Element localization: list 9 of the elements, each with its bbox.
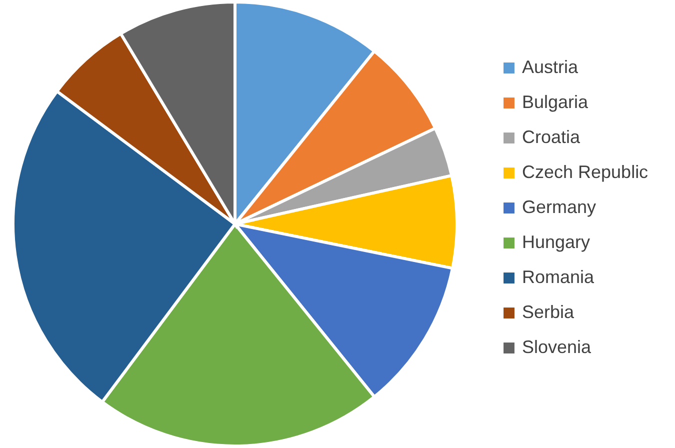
- legend-label: Germany: [522, 197, 596, 217]
- legend-label: Bulgaria: [522, 92, 590, 112]
- legend-label: Hungary: [522, 232, 590, 252]
- legend-label: Romania: [522, 267, 596, 287]
- legend-label: Austria: [522, 57, 580, 77]
- legend-label: Croatia: [522, 127, 582, 147]
- legend-label: Slovenia: [522, 337, 592, 357]
- legend-label: Serbia: [522, 302, 576, 322]
- legend-label: Czech Republic: [522, 162, 648, 182]
